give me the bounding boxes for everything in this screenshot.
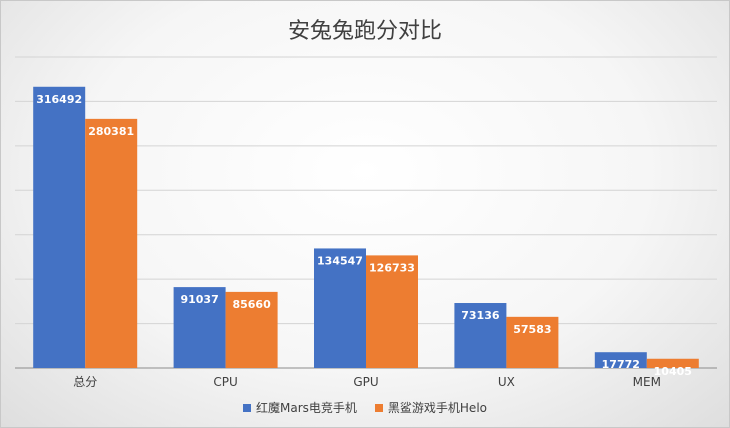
bar — [594, 352, 647, 368]
x-tick-label: GPU — [353, 375, 378, 389]
legend: 红魔Mars电竞手机 黑鲨游戏手机Helo — [1, 399, 729, 416]
x-tick-label: UX — [498, 375, 515, 389]
bar — [33, 86, 86, 368]
legend-item: 红魔Mars电竞手机 — [243, 399, 357, 416]
legend-item: 黑鲨游戏手机Helo — [374, 399, 487, 416]
data-label: 316492 — [36, 93, 82, 106]
legend-label: 红魔Mars电竞手机 — [256, 401, 357, 415]
bar — [366, 255, 418, 368]
x-tick-label: 总分 — [73, 375, 97, 389]
legend-label: 黑鲨游戏手机Helo — [387, 401, 487, 415]
data-label: 85660 — [232, 298, 271, 311]
chart-title: 安兔兔跑分对比 — [287, 19, 442, 44]
legend-swatch — [374, 403, 383, 412]
bar — [314, 248, 366, 368]
legend-swatch — [243, 403, 251, 412]
data-label: 10405 — [654, 365, 692, 378]
data-label: 280381 — [88, 125, 134, 138]
bar — [225, 291, 278, 368]
x-tick-label: MEM — [633, 375, 661, 389]
bar — [646, 358, 699, 368]
data-label: 126733 — [369, 261, 415, 274]
bar — [85, 118, 138, 369]
data-label: 73136 — [461, 309, 500, 322]
bar — [506, 316, 559, 368]
data-label: 57583 — [513, 323, 551, 336]
data-label: 17772 — [602, 358, 640, 371]
x-tick-label: CPU — [213, 375, 237, 389]
bar — [173, 287, 226, 368]
data-label: 134547 — [317, 254, 363, 267]
bar — [454, 303, 507, 368]
data-label: 91037 — [180, 293, 218, 306]
